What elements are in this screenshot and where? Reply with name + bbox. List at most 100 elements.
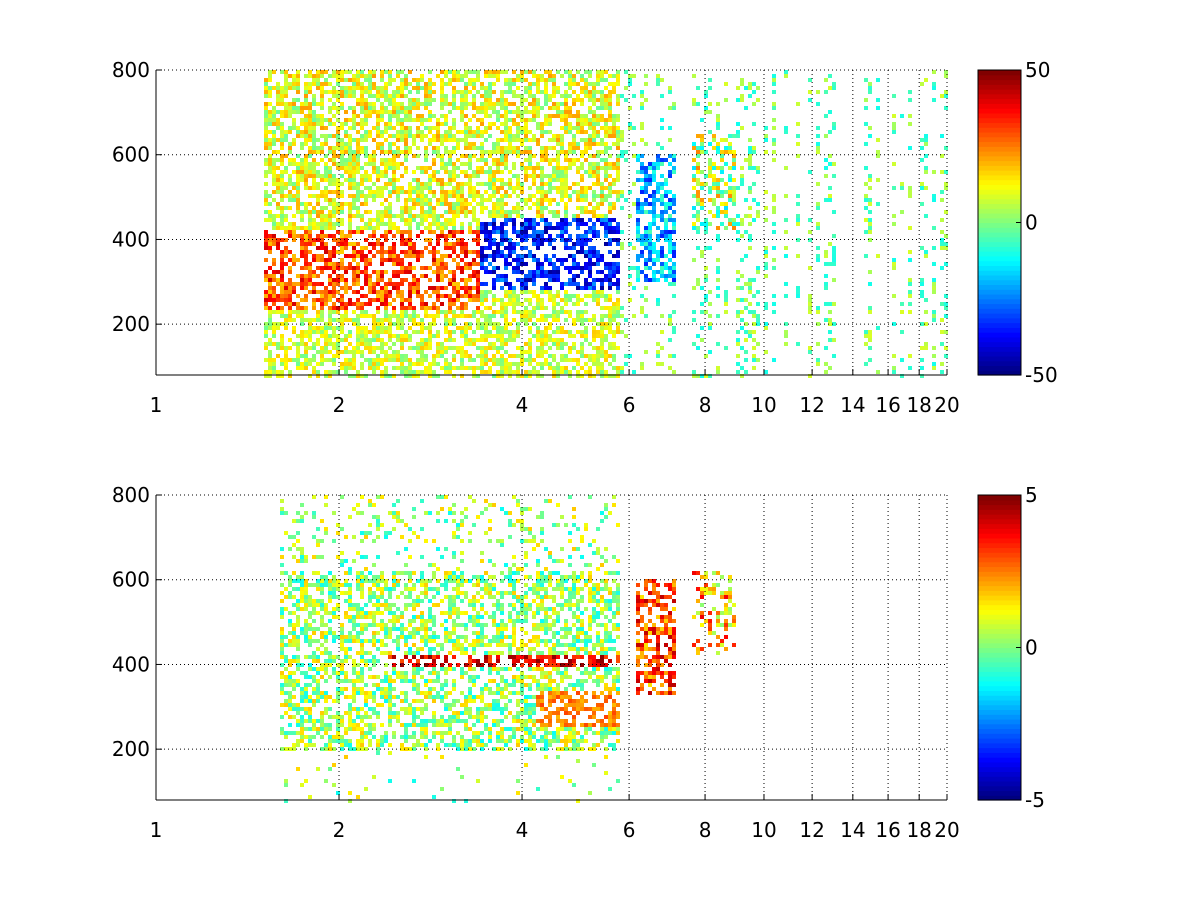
colorbar-swatch	[978, 284, 1021, 290]
colorbar-swatch	[978, 599, 1021, 606]
colorbar-swatch	[978, 695, 1021, 701]
colorbar-swatch	[978, 714, 1021, 720]
colorbar-swatch	[978, 127, 1021, 133]
colorbar-swatch	[978, 671, 1021, 677]
colorbar-swatch	[978, 327, 1021, 333]
colorbar-swatch	[978, 738, 1021, 744]
colorbar-swatch	[978, 217, 1021, 224]
colorbar-swatch	[978, 518, 1021, 525]
x-tick-label: 6	[623, 393, 636, 417]
x-tick-label: 20	[934, 818, 959, 842]
colorbar-swatch	[978, 780, 1021, 787]
colorbar-swatch	[978, 742, 1021, 749]
colorbar-swatch	[978, 647, 1021, 653]
colorbar-swatch	[978, 203, 1021, 209]
colorbar-swatch	[978, 504, 1021, 510]
colorbar-swatch	[978, 222, 1021, 228]
colorbar-swatch	[978, 303, 1021, 309]
colorbar-swatch	[978, 523, 1021, 529]
colorbar-swatch	[978, 585, 1021, 591]
colorbar-tick-label: 5	[1025, 483, 1038, 507]
colorbar-swatch	[978, 89, 1021, 95]
grid	[156, 494, 948, 800]
colorbar-swatch	[978, 747, 1021, 753]
x-tick-label: 8	[699, 818, 712, 842]
colorbar-swatch	[978, 193, 1021, 200]
colorbar-swatch	[978, 260, 1021, 266]
colorbar-swatch	[978, 547, 1021, 553]
colorbar-swatch	[978, 733, 1021, 739]
colorbar-swatch	[978, 289, 1021, 295]
colorbar-swatch	[978, 146, 1021, 152]
colorbar-swatch	[978, 552, 1021, 558]
colorbar-swatch	[978, 170, 1021, 176]
x-tick-label: 1	[150, 393, 163, 417]
colorbar-swatch	[978, 241, 1021, 247]
colorbar-swatch	[978, 728, 1021, 734]
colorbar-swatch	[978, 499, 1021, 506]
x-tick-label: 18	[906, 393, 931, 417]
colorbar-swatch	[978, 212, 1021, 219]
colorbar-swatch	[978, 108, 1021, 114]
colorbar-swatch	[978, 652, 1021, 658]
colorbar-swatch	[978, 122, 1021, 128]
x-tick-label: 10	[751, 393, 776, 417]
colorbar-swatch	[978, 136, 1021, 143]
colorbar-tick-label: -5	[1025, 788, 1045, 812]
colorbar-swatch	[978, 184, 1021, 190]
colorbar-swatch	[978, 236, 1021, 243]
colorbar-swatch	[978, 355, 1021, 362]
colorbar-swatch	[978, 761, 1021, 768]
colorbar-swatch	[978, 537, 1021, 544]
x-tick-label: 20	[934, 393, 959, 417]
x-tick-label: 16	[875, 818, 900, 842]
y-tick-label: 600	[112, 143, 150, 167]
y-tick-label: 400	[112, 652, 150, 676]
colorbar-swatch	[978, 117, 1021, 124]
colorbar-swatch	[978, 155, 1021, 162]
colorbar-swatch	[978, 336, 1021, 343]
colorbar-tick-label: -50	[1025, 363, 1058, 387]
colorbar-swatch	[978, 74, 1021, 81]
y-tick-label: 200	[112, 312, 150, 336]
x-tick-label: 8	[699, 393, 712, 417]
colorbar-swatch	[978, 270, 1021, 276]
colorbar-swatch	[978, 718, 1021, 725]
colorbar-swatch	[978, 790, 1021, 796]
colorbar-swatch	[978, 189, 1021, 195]
x-tick-label: 4	[516, 393, 529, 417]
heatmap-cells	[264, 70, 948, 378]
colorbar-swatch	[978, 208, 1021, 214]
colorbar-swatch	[978, 657, 1021, 663]
y-tick-label: 400	[112, 227, 150, 251]
y-tick-label: 800	[112, 58, 150, 82]
colorbar-swatch	[978, 618, 1021, 625]
colorbar-swatch	[978, 580, 1021, 587]
colorbar-swatch	[978, 514, 1021, 520]
colorbar-swatch	[978, 785, 1021, 792]
colorbar-swatch	[978, 542, 1021, 549]
colorbar-swatch	[978, 308, 1021, 314]
colorbar-swatch	[978, 317, 1021, 324]
colorbar-swatch	[978, 637, 1021, 644]
colorbar-swatch	[978, 752, 1021, 758]
y-tick-label: 800	[112, 483, 150, 507]
colorbar-swatch	[978, 633, 1021, 639]
colorbar-swatch	[978, 642, 1021, 649]
colorbar-tick-label: 0	[1025, 211, 1038, 235]
colorbar-swatch	[978, 370, 1021, 376]
colorbar-swatch	[978, 533, 1021, 539]
colorbar-swatch	[978, 322, 1021, 328]
colorbar-swatch	[978, 93, 1021, 100]
colorbar-swatch	[978, 690, 1021, 696]
colorbar-swatch	[978, 246, 1021, 252]
colorbar-swatch	[978, 771, 1021, 777]
x-tick-label: 18	[906, 818, 931, 842]
y-tick-label: 600	[112, 568, 150, 592]
colorbar-swatch	[978, 165, 1021, 171]
colorbar-swatch	[978, 556, 1021, 563]
colorbar-swatch	[978, 699, 1021, 706]
colorbar-swatch	[978, 614, 1021, 620]
colorbar-swatch	[978, 346, 1021, 352]
